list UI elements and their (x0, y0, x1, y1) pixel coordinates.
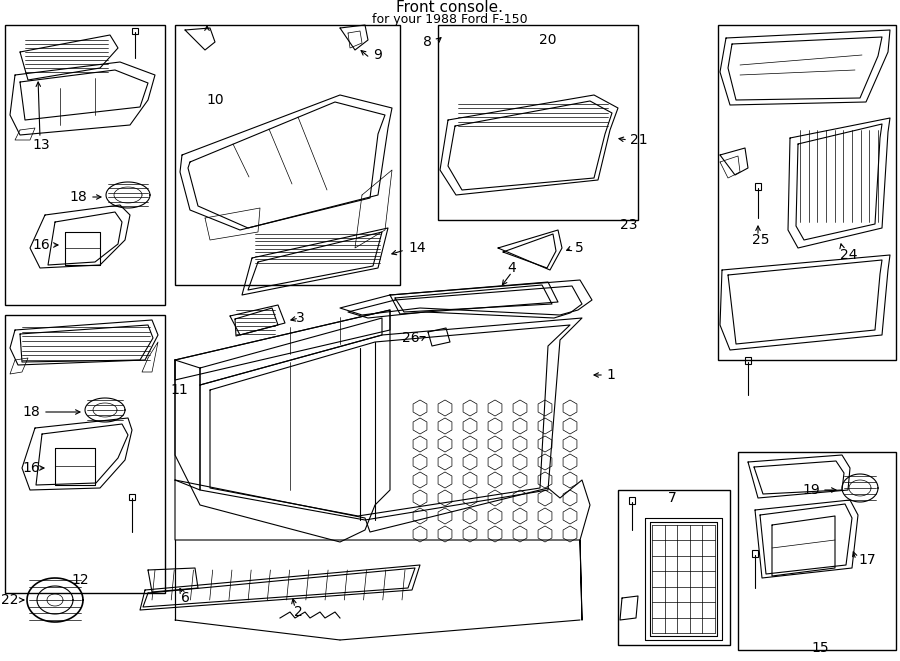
Text: 7: 7 (668, 491, 677, 505)
Text: 1: 1 (606, 368, 615, 382)
Bar (738, 452, 896, 650)
Bar (5, 315, 165, 593)
Bar (752, 550, 758, 557)
Text: 3: 3 (296, 311, 305, 325)
Text: 9: 9 (373, 48, 382, 62)
Bar (5, 25, 165, 305)
Text: 25: 25 (752, 233, 770, 247)
Text: 5: 5 (575, 241, 584, 255)
Text: 10: 10 (206, 93, 224, 107)
Bar (132, 28, 138, 34)
Text: 12: 12 (71, 573, 89, 587)
Text: 8: 8 (423, 35, 432, 49)
Text: 2: 2 (293, 605, 302, 619)
Bar (718, 25, 896, 360)
Bar (618, 490, 730, 645)
Text: 19: 19 (802, 483, 820, 497)
Text: 6: 6 (181, 591, 189, 605)
Text: 16: 16 (32, 238, 50, 252)
Text: 13: 13 (32, 138, 50, 152)
Text: Front console.: Front console. (397, 1, 503, 15)
Bar (438, 25, 638, 220)
Bar (175, 25, 400, 285)
Bar (629, 497, 635, 504)
Text: 16: 16 (22, 461, 40, 475)
Text: 14: 14 (408, 241, 426, 255)
Text: 20: 20 (539, 33, 557, 47)
Text: 26: 26 (402, 331, 420, 345)
Bar (129, 494, 135, 500)
Text: for your 1988 Ford F-150: for your 1988 Ford F-150 (373, 13, 527, 26)
Text: 18: 18 (69, 190, 87, 204)
Bar (755, 183, 761, 190)
Text: 4: 4 (508, 261, 517, 275)
Text: 21: 21 (630, 133, 648, 147)
Text: 23: 23 (620, 218, 637, 232)
Bar (745, 357, 751, 364)
Text: 15: 15 (811, 641, 829, 655)
Text: 11: 11 (170, 383, 188, 397)
Text: 17: 17 (858, 553, 876, 567)
Text: 18: 18 (22, 405, 40, 419)
Text: 24: 24 (840, 248, 858, 262)
Text: 22: 22 (1, 593, 18, 607)
